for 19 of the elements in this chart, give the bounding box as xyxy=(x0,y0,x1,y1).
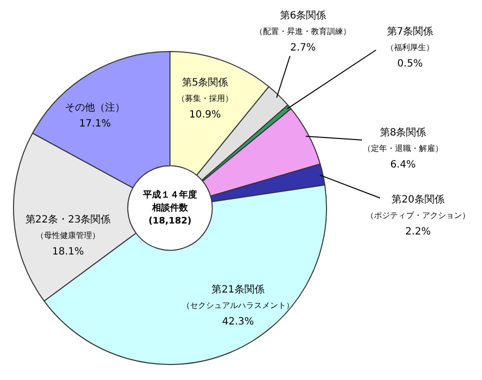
data-label: 17.1% xyxy=(79,118,111,130)
slice-label: 第21条関係（セクシュアルハラスメント） xyxy=(182,284,294,310)
slice-label: 第20条関係（ポジティブ・アクション） xyxy=(366,194,470,220)
data-label: 2.7% xyxy=(290,42,316,54)
data-label: 10.9% xyxy=(189,110,221,121)
data-label: 2.2% xyxy=(405,226,431,238)
slice-label: 第5条関係（募集・採用） xyxy=(177,76,233,104)
text: 平成１４年度 xyxy=(142,189,197,200)
data-label: 18.1% xyxy=(52,246,84,258)
data-label: 6.4% xyxy=(390,160,416,171)
slice-label: 第7条関係（福利厚生） xyxy=(386,26,434,52)
slice-label: 第6条関係（配置・昇進・教育訓練） xyxy=(255,10,351,36)
text: (18,182) xyxy=(148,216,192,226)
text: 相談件数 xyxy=(151,202,189,214)
slice-label: 第8条関係（定年・退職・解雇） xyxy=(363,126,443,154)
slice-label: その他（注） xyxy=(65,102,125,114)
data-label: 0.5% xyxy=(397,58,423,70)
data-label: 42.3% xyxy=(222,316,254,328)
slice-label: 第22条・23条関係（母性健康管理） xyxy=(25,214,111,240)
